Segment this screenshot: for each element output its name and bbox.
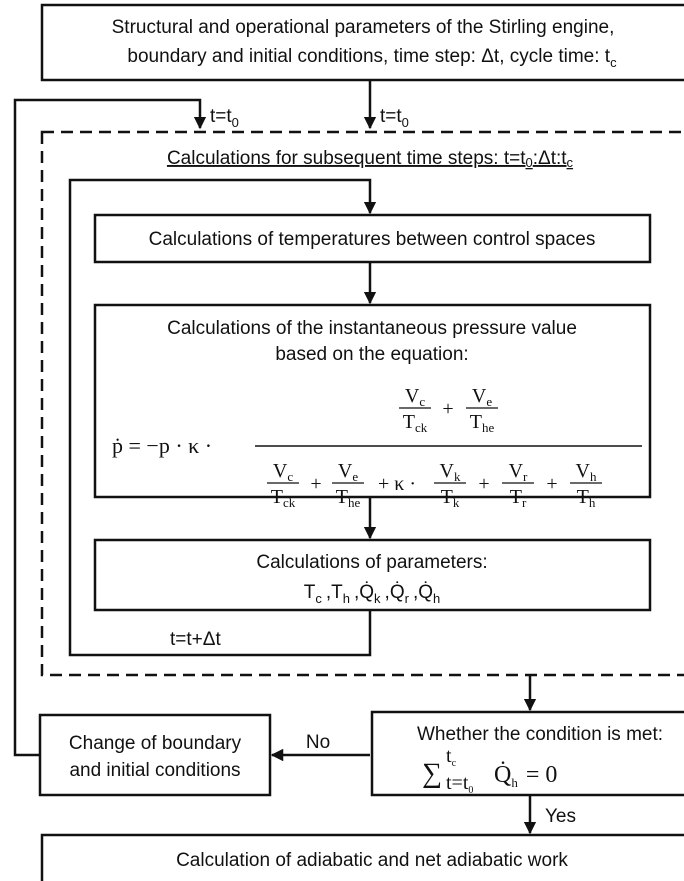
svg-text:Q̇h= 0: Q̇h = 0: [494, 761, 557, 790]
decision-box: [370, 710, 684, 797]
change-box: [38, 713, 272, 797]
loop-box: [40, 130, 684, 677]
pressure-text: based on the equation:: [275, 344, 468, 365]
top-box: [40, 3, 684, 82]
parameters-list: Tc ,Th ,Q̇k ,Q̇r ,Q̇h: [304, 582, 441, 606]
yes-label: Yes: [545, 806, 576, 827]
start-label: t=t0: [210, 106, 239, 130]
denominator: Tr: [510, 486, 527, 510]
decision-text: Whether the condition is met:: [417, 724, 663, 745]
loop-title: Calculations for subsequent time steps: …: [167, 148, 574, 170]
connectors: [13, 80, 537, 835]
parameters-box: [93, 538, 652, 612]
top-text: boundary and initial conditions, time st…: [127, 46, 617, 70]
denominator: Tk: [441, 486, 460, 510]
top-text: Structural and operational parameters of…: [112, 17, 615, 38]
denominator: Tck: [403, 411, 428, 435]
change-text: and initial conditions: [69, 760, 240, 781]
temperature-box: [93, 213, 652, 264]
formula-lead: ṗ = −p · κ ·: [112, 433, 212, 458]
operator: +: [546, 473, 557, 495]
start-label: t=t0: [380, 106, 409, 130]
numerator: Vc: [273, 460, 293, 484]
svg-text:tc: tc: [446, 745, 457, 769]
no-label: No: [306, 732, 330, 753]
operator: +: [310, 473, 321, 495]
pressure-text: Calculations of the instantaneous pressu…: [167, 318, 577, 339]
change-text: Change of boundary: [69, 733, 242, 754]
numerator: Ve: [338, 460, 358, 484]
operator: + κ ·: [378, 473, 416, 495]
decision-formula: ∑ tc t=t0 Q̇h = 0: [422, 745, 557, 796]
parameters-title: Calculations of parameters:: [256, 552, 487, 573]
denominator: The: [470, 411, 495, 435]
step-label: t=t+Δt: [170, 629, 221, 650]
numerator: Vr: [509, 460, 528, 484]
svg-text:t=t0: t=t0: [446, 772, 473, 796]
numerator: Ve: [472, 385, 492, 409]
numerator: Vc: [405, 385, 425, 409]
denominator: Th: [577, 486, 596, 510]
pressure-box: [93, 303, 652, 499]
final-box: [40, 833, 684, 881]
final-text: Calculation of adiabatic and net adiabat…: [176, 850, 568, 871]
denominator: The: [336, 486, 361, 510]
denominator: Tck: [271, 486, 296, 510]
numerator: Vk: [440, 460, 461, 484]
operator: +: [478, 473, 489, 495]
svg-text:∑: ∑: [422, 758, 442, 789]
temperature-text: Calculations of temperatures between con…: [149, 229, 596, 250]
numerator: Vh: [576, 460, 597, 484]
operator: +: [442, 398, 453, 420]
